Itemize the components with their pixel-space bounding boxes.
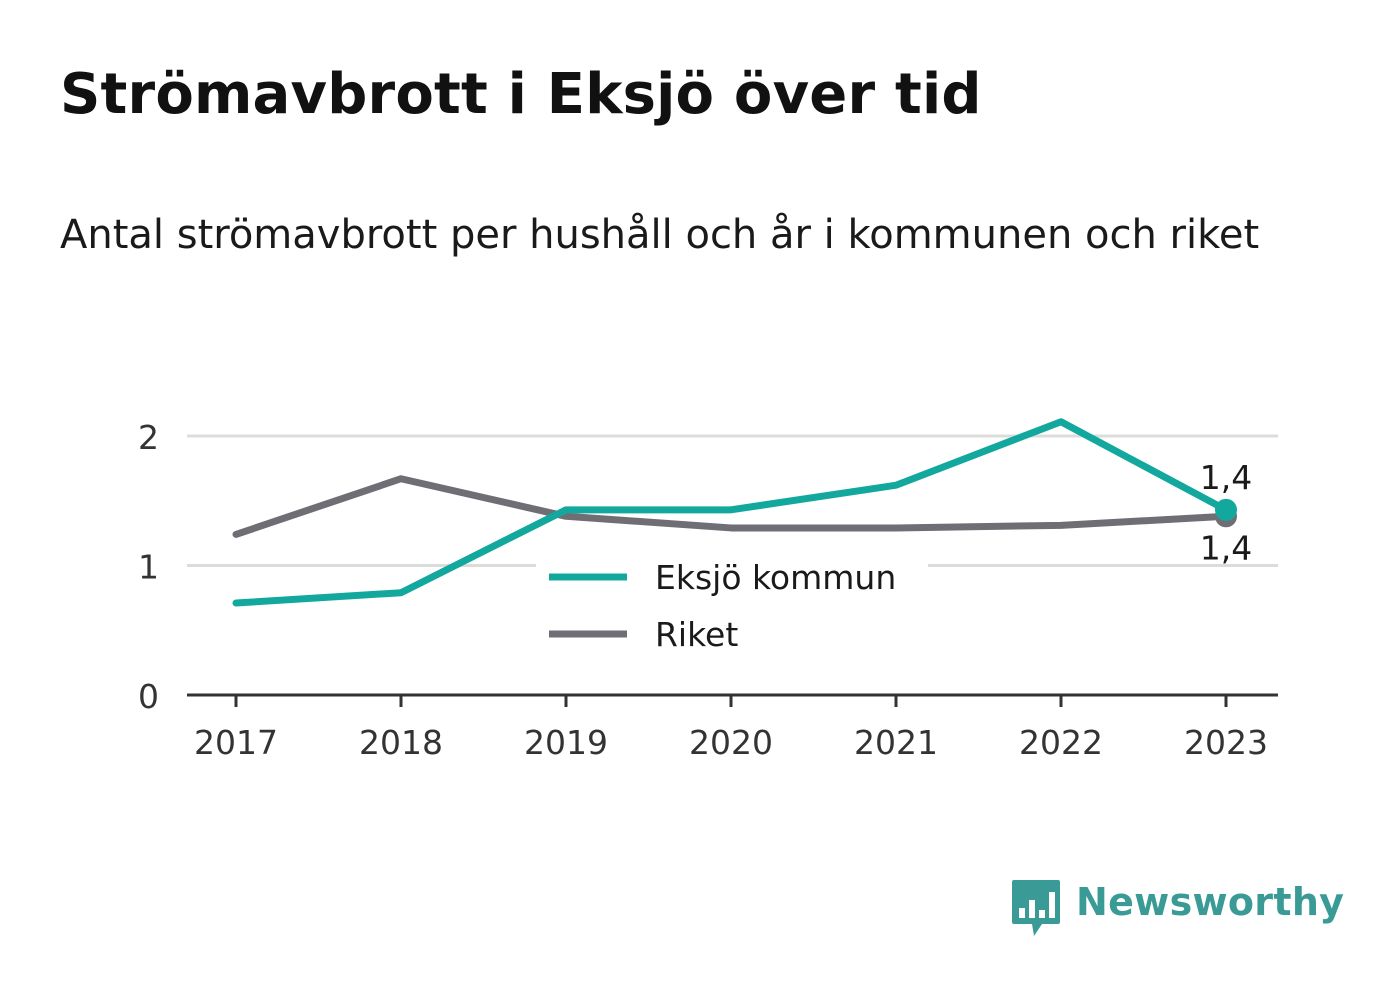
x-tick-label: 2019 xyxy=(524,723,608,762)
x-tick-label: 2023 xyxy=(1184,723,1268,762)
series-lines xyxy=(232,418,1237,607)
y-axis-ticks: 0 1 2 xyxy=(138,418,159,716)
brand-name: Newsworthy xyxy=(1076,880,1345,924)
data-label: 1,4 xyxy=(1200,528,1252,567)
x-tick-label: 2018 xyxy=(359,723,443,762)
y-tick-label: 2 xyxy=(138,418,159,457)
x-tick-label: 2021 xyxy=(854,723,938,762)
end-point xyxy=(1215,498,1237,521)
end-labels: 1,4 1,4 xyxy=(1200,458,1252,567)
legend-label: Riket xyxy=(655,615,738,654)
series-line xyxy=(232,418,1230,607)
series-line xyxy=(232,475,1230,538)
data-label: 1,4 xyxy=(1200,458,1252,497)
chart-subtitle: Antal strömavbrott per hushåll och år i … xyxy=(60,212,1260,258)
x-axis: 2017 2018 2019 2020 2021 2022 2023 xyxy=(187,693,1278,762)
legend: Eksjö kommun Riket xyxy=(536,550,928,668)
y-tick-label: 1 xyxy=(138,548,159,587)
y-tick-label: 0 xyxy=(138,677,159,716)
legend-background xyxy=(536,550,928,668)
x-tick-label: 2017 xyxy=(194,723,278,762)
gridlines xyxy=(187,434,1278,567)
newsworthy-bar-chart-icon xyxy=(1012,880,1060,936)
x-tick-label: 2022 xyxy=(1019,723,1103,762)
x-tick-label: 2020 xyxy=(689,723,773,762)
chart-title: Strömavbrott i Eksjö över tid xyxy=(60,62,982,127)
newsworthy-logo: Newsworthy xyxy=(1010,878,1344,940)
legend-label: Eksjö kommun xyxy=(655,558,896,597)
